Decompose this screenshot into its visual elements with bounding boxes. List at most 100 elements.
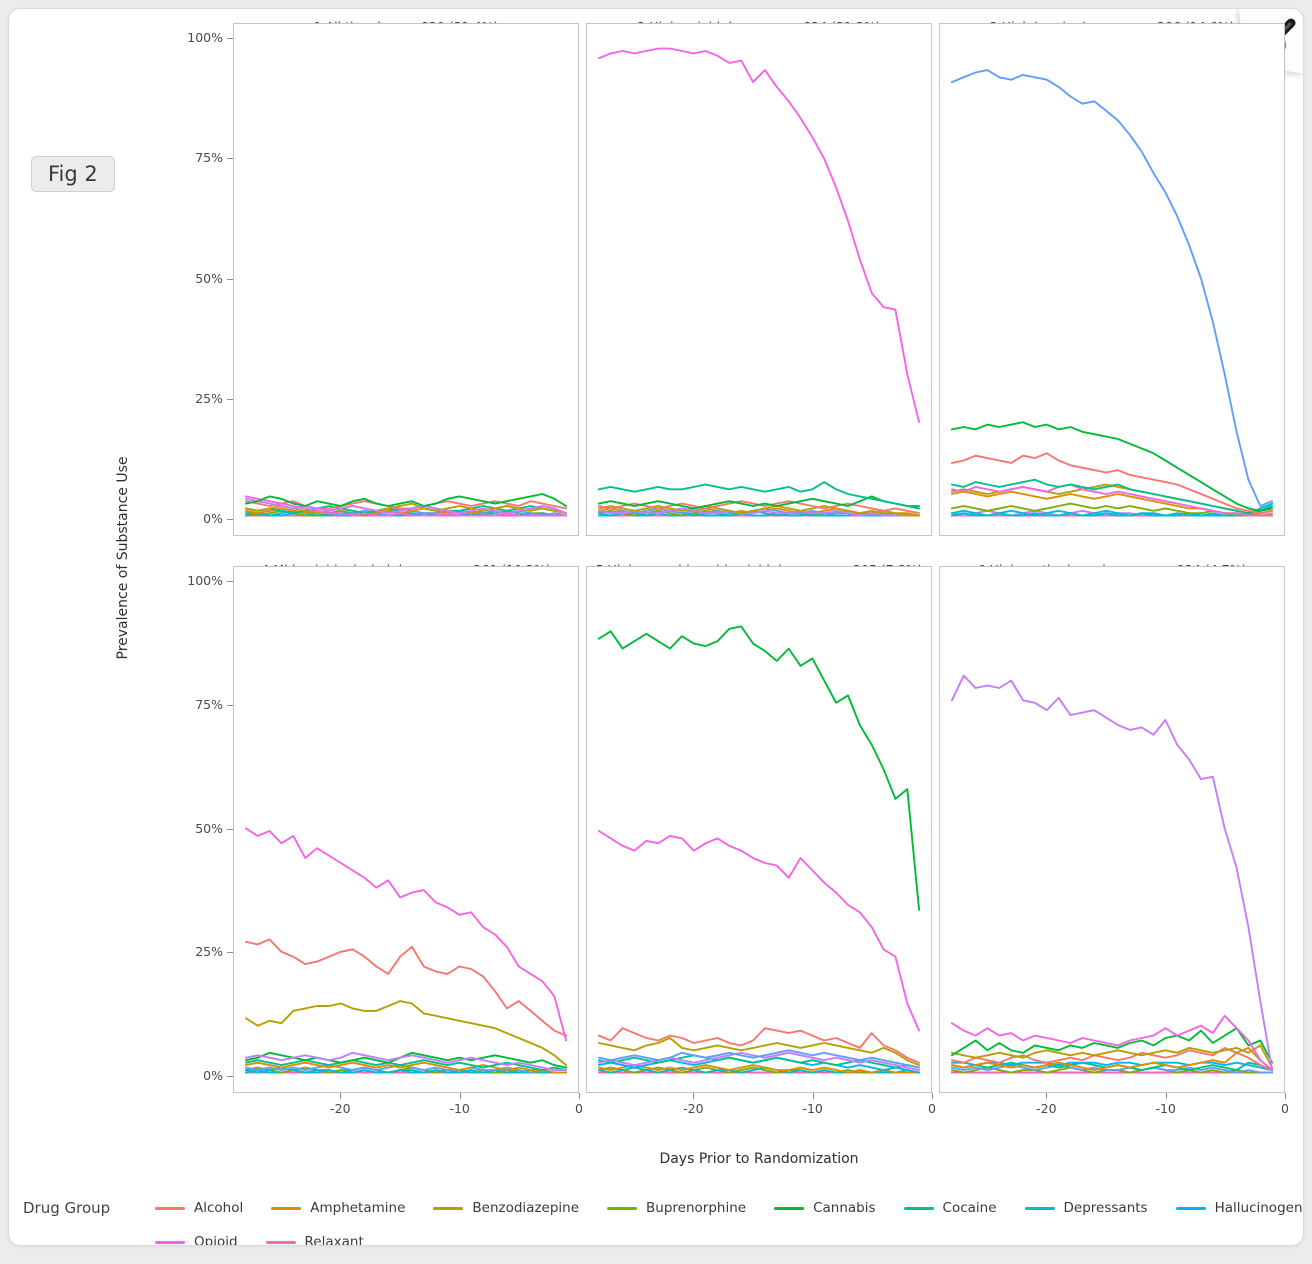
legend-label: Cocaine	[942, 1200, 997, 1216]
x-tick-mark	[812, 1093, 814, 1099]
legend-item-cocaine: Cocaine	[903, 1200, 997, 1216]
series-line-heroin	[950, 69, 1274, 507]
legend: Drug Group Alcohol Amphetamine Benzodiazep…	[23, 1191, 1304, 1246]
legend-swatch-icon	[155, 1240, 185, 1244]
series-line-amphetamine	[597, 1064, 921, 1074]
series-line-methadone	[950, 674, 1274, 1072]
y-tick-mark	[227, 38, 233, 39]
legend-swatch-icon	[1175, 1206, 1206, 1210]
series-line-heroin	[597, 1049, 921, 1069]
y-tick-mark	[227, 1076, 233, 1077]
x-tick-label: -10	[802, 1101, 823, 1116]
legend-label: Relaxant	[304, 1234, 364, 1246]
series-line-alcohol	[244, 500, 568, 510]
series-line-cannabis	[950, 1027, 1274, 1064]
x-tick-mark	[459, 1093, 461, 1099]
legend-swatch-icon	[607, 1206, 638, 1210]
legend-item-buprenorphine: Buprenorphine	[607, 1200, 746, 1216]
x-tick-label: -20	[330, 1101, 351, 1116]
x-tick-mark	[1165, 1093, 1167, 1099]
panel-4	[233, 566, 579, 1093]
y-tick-label: 0%	[203, 1068, 223, 1083]
y-tick-label: 75%	[195, 150, 223, 166]
series-line-opioid	[597, 830, 921, 1032]
panel-3	[939, 23, 1285, 536]
series-line-methadone	[244, 1051, 568, 1072]
series-line-depressants	[244, 1066, 568, 1074]
x-tick-mark	[579, 1093, 580, 1099]
x-tick-mark	[1285, 1093, 1286, 1099]
series-line-benzodiazepine	[244, 502, 568, 515]
series-line-opioid	[244, 827, 568, 1042]
y-tick-mark	[227, 398, 233, 400]
figure-card: Fig 2 Prevalence of Substance Use Days P…	[8, 8, 1304, 1246]
legend-label: Hallucinogens	[1214, 1200, 1304, 1216]
x-tick-label: -20	[683, 1101, 704, 1116]
series-line-benzodiazepine	[950, 1044, 1274, 1069]
legend-swatch-icon	[265, 1240, 296, 1244]
legend-label: Depressants	[1063, 1200, 1148, 1216]
legend-title: Drug Group	[23, 1199, 111, 1217]
series-line-cannabis	[244, 1051, 568, 1069]
legend-item-depressants: Depressants	[1024, 1200, 1148, 1216]
legend-item-benzodiazepine: Benzodiazepine	[433, 1200, 579, 1216]
legend-label: Opioid	[194, 1234, 238, 1246]
x-tick-mark	[932, 1093, 933, 1099]
y-axis-title: Prevalence of Substance Use	[115, 456, 131, 660]
y-tick-mark	[227, 158, 233, 160]
panel-2	[586, 23, 932, 536]
legend-swatch-icon	[433, 1206, 464, 1210]
x-tick-label: 0	[1281, 1101, 1289, 1116]
legend-label: Alcohol	[194, 1200, 244, 1216]
series-line-cannabis	[597, 495, 921, 510]
y-tick-mark	[227, 952, 233, 954]
legend-item-cannabis: Cannabis	[774, 1200, 876, 1216]
legend-swatch-icon	[903, 1206, 934, 1210]
y-tick-label: 25%	[195, 944, 223, 960]
x-tick-mark	[340, 1093, 342, 1099]
x-tick-label: -10	[1155, 1101, 1176, 1116]
x-tick-mark	[1046, 1093, 1048, 1099]
series-line-amphetamine	[244, 1061, 568, 1074]
y-tick-label: 100%	[187, 573, 223, 588]
figure-label: Fig 2	[31, 156, 115, 192]
y-tick-mark	[227, 704, 233, 706]
x-tick-label: -20	[1036, 1101, 1057, 1116]
x-tick-mark	[693, 1093, 695, 1099]
series-line-cocaine	[950, 478, 1274, 515]
series-line-opioid	[244, 495, 568, 517]
y-tick-mark	[227, 581, 233, 582]
series-line-opioid	[950, 1014, 1274, 1072]
legend-label: Benzodiazepine	[472, 1200, 580, 1216]
y-tick-label: 75%	[195, 696, 223, 712]
y-tick-mark	[227, 278, 233, 280]
x-tick-label: -10	[449, 1101, 470, 1116]
series-line-hallucinogens	[950, 1061, 1274, 1072]
x-tick-label: 0	[928, 1101, 936, 1116]
y-tick-mark	[227, 828, 233, 830]
series-line-benzodiazepine	[597, 1037, 921, 1067]
series-line-cocaine	[597, 481, 921, 507]
legend-label: Buprenorphine	[646, 1200, 747, 1216]
y-tick-label: 100%	[187, 30, 223, 45]
legend-swatch-icon	[1024, 1206, 1055, 1210]
legend-label: Amphetamine	[310, 1200, 406, 1216]
series-line-methadone	[597, 507, 921, 517]
legend-item-alcohol: Alcohol	[155, 1200, 243, 1216]
x-tick-label: 0	[575, 1101, 583, 1116]
series-line-cannabis	[244, 493, 568, 507]
panel-6	[939, 566, 1285, 1093]
panel-1	[233, 23, 579, 536]
series-line-alcohol	[950, 452, 1274, 515]
y-tick-label: 25%	[195, 390, 223, 406]
series-line-alcohol	[597, 1027, 921, 1064]
y-tick-label: 0%	[203, 511, 223, 526]
series-line-cannabis	[597, 625, 921, 911]
series-line-amphetamine	[950, 1046, 1274, 1072]
x-axis-title: Days Prior to Randomization	[659, 1151, 859, 1167]
series-line-depressants	[950, 502, 1274, 517]
legend-item-opioid: Opioid	[155, 1234, 238, 1246]
legend-swatch-icon	[155, 1206, 185, 1210]
series-line-alcohol	[244, 938, 568, 1037]
legend-swatch-icon	[774, 1206, 805, 1210]
